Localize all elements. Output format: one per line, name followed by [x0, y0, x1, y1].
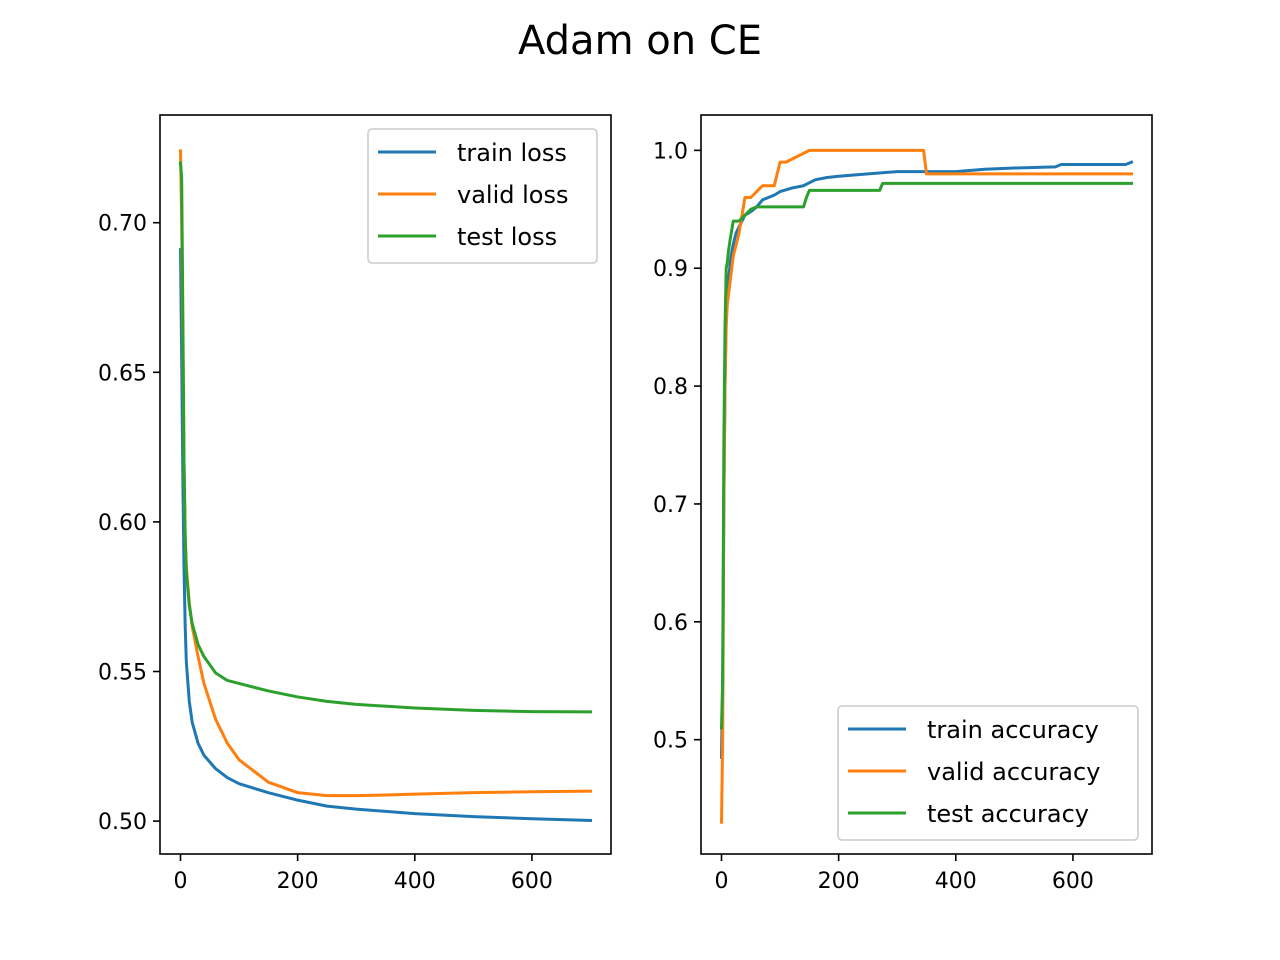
y-tick-label: 0.7: [653, 493, 688, 518]
y-tick-label: 0.50: [98, 810, 147, 835]
legend: train accuracy valid accuracy test accurac…: [837, 705, 1139, 841]
y-tick-label: 0.5: [653, 729, 688, 754]
y-tick-label: 0.65: [98, 361, 147, 386]
x-tick-label: 200: [277, 869, 319, 894]
y-tick-label: 0.60: [98, 511, 147, 536]
accuracy-axes: 0 200 400 600 0.5 0.6 0.7 0.8 0.9 1.0 train accura…: [653, 114, 1153, 894]
y-tick-label: 0.70: [98, 212, 147, 237]
legend-label: valid loss: [457, 181, 568, 209]
x-tick-label: 600: [1052, 869, 1094, 894]
y-tick-label: 0.8: [653, 375, 688, 400]
x-tick-label: 400: [935, 869, 977, 894]
loss-axes: 0 200 400 600 0.50 0.55 0.60 0.65 0.70 train loss…: [98, 114, 612, 894]
legend-label: train loss: [457, 139, 567, 167]
y-tick-label: 0.55: [98, 660, 147, 685]
legend-box: [837, 705, 1139, 841]
x-tick-label: 0: [174, 869, 188, 894]
legend-label: valid accuracy: [927, 758, 1100, 786]
legend: train loss valid loss test loss: [367, 128, 598, 264]
legend-label: train accuracy: [927, 716, 1099, 744]
y-tick-label: 1.0: [653, 139, 688, 164]
y-tick-label: 0.6: [653, 611, 688, 636]
series-line-test-loss: [178, 161, 593, 714]
x-tick-label: 200: [818, 869, 860, 894]
figure-title: Adam on CE: [518, 18, 762, 64]
y-tick-label: 0.9: [653, 257, 688, 282]
legend-label: test loss: [457, 223, 557, 251]
x-tick-label: 400: [394, 869, 436, 894]
axes-frame: [159, 114, 612, 855]
axes-frame: [700, 114, 1153, 855]
series-line-train-accuracy: [719, 160, 1134, 759]
legend-label: test accuracy: [927, 800, 1089, 828]
x-tick-label: 0: [715, 869, 729, 894]
series-line-train-loss: [178, 248, 593, 823]
x-tick-label: 600: [511, 869, 553, 894]
legend-box: [367, 128, 598, 264]
series-line-test-accuracy: [719, 181, 1133, 730]
